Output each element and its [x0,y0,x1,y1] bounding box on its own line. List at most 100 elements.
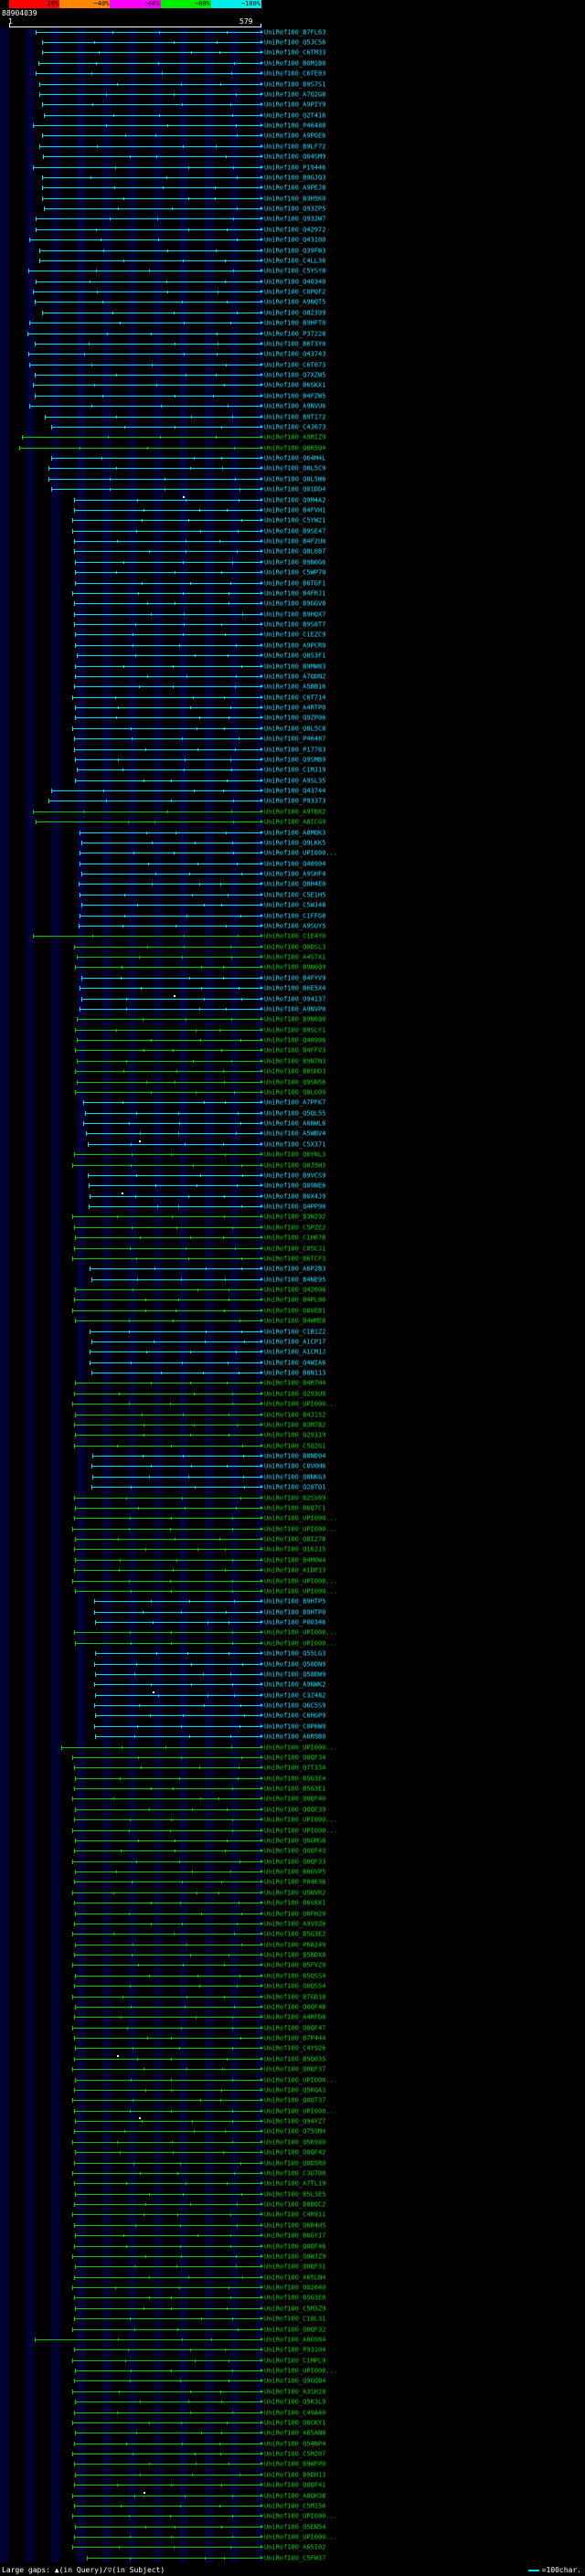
hit-label[interactable]: UniRef100_B9N6Q9 [264,963,326,971]
hit-label[interactable]: UniRef100_A4S7X1 [264,953,326,961]
hit-bar[interactable] [80,1006,263,1012]
hit-bar[interactable] [84,1110,264,1116]
hit-bar[interactable] [73,684,264,690]
hit-bar[interactable] [50,789,264,794]
hit-bar[interactable] [86,1131,263,1137]
hit-bar[interactable] [75,1319,263,1324]
hit-label[interactable]: UniRef100_UPI000... [264,1577,338,1585]
hit-label[interactable]: UniRef100_A65LN4 [264,2274,326,2282]
hit-bar[interactable] [73,1495,264,1500]
hit-label[interactable]: UniRef100_Q43743 [264,350,326,358]
hit-label[interactable]: UniRef100_C5WJ48 [264,901,326,909]
hit-bar[interactable] [72,2098,263,2104]
hit-label[interactable]: UniRef100_B3H5K0 [264,195,326,203]
hit-label[interactable]: UniRef100_B5Q035 [264,2055,326,2063]
hit-label[interactable]: UniRef100_B4M0W4 [264,1556,326,1564]
hit-label[interactable]: UniRef100_B6TCF3 [264,1255,326,1263]
hit-bar[interactable] [41,133,264,139]
hit-label[interactable]: UniRef100_Q932W7 [264,215,326,223]
hit-label[interactable]: UniRef100_A9PCR0 [264,641,326,650]
hit-bar[interactable] [75,2117,263,2125]
hit-bar[interactable] [73,2483,264,2488]
hit-bar[interactable] [92,1474,263,1479]
hit-label[interactable]: UniRef100_P93104 [264,2346,326,2354]
hit-label[interactable]: UniRef100_B9S8T7 [264,620,326,629]
hit-label[interactable]: UniRef100_Q9LKK5 [264,839,326,847]
hit-bar[interactable] [35,393,263,398]
hit-label[interactable]: UniRef100_Q5K9X0 [264,2138,326,2147]
hit-label[interactable]: UniRef100_O82399 [264,309,326,317]
hit-bar[interactable] [36,279,263,284]
hit-bar[interactable] [75,1505,263,1511]
hit-label[interactable]: UniRef100_B4FFV3 [264,1046,326,1055]
hit-label[interactable]: UniRef100_Q6GMS8 [264,1837,326,1845]
hit-label[interactable]: UniRef100_UPI000... [264,1816,338,1824]
hit-bar[interactable] [73,1630,264,1636]
hit-bar[interactable] [93,1661,264,1667]
hit-bar[interactable] [72,1402,263,1407]
hit-bar[interactable] [75,1288,263,1293]
hit-label[interactable]: UniRef100_UPI000... [264,1744,338,1752]
hit-label[interactable]: UniRef100_C1MJ19 [264,766,326,774]
hit-bar[interactable] [76,653,264,659]
hit-bar[interactable] [72,2170,263,2176]
hit-bar[interactable] [73,1224,264,1230]
hit-bar[interactable] [36,227,263,232]
hit-bar[interactable] [18,445,264,451]
hit-bar[interactable] [83,1121,263,1127]
hit-label[interactable]: UniRef100_C4J673 [264,423,326,431]
hit-label[interactable]: UniRef100_UPI000... [264,1827,338,1835]
hit-bar[interactable] [73,2295,264,2301]
hit-bar[interactable] [43,154,263,160]
hit-bar[interactable] [72,1526,263,1532]
hit-label[interactable]: UniRef100_C5E1H5 [264,891,326,899]
hit-label[interactable]: UniRef100_P04636 [264,1878,326,1886]
hit-bar[interactable] [75,965,263,970]
hit-label[interactable]: UniRef100_C5PZE2 [264,1224,326,1232]
hit-label[interactable]: UniRef100_C3U7D0 [264,2169,326,2178]
hit-label[interactable]: UniRef100_B9HTP5 [264,1597,326,1606]
hit-bar[interactable] [93,1682,264,1688]
hit-label[interactable]: UniRef100_B9HFT0 [264,319,326,327]
hit-label[interactable]: UniRef100_A9SL35 [264,777,326,785]
hit-bar[interactable] [73,2181,264,2187]
hit-label[interactable]: UniRef100_A6R9B0 [264,1733,326,1741]
hit-bar[interactable] [41,196,264,201]
hit-label[interactable]: UniRef100_C1H678 [264,1234,326,1242]
hit-label[interactable]: UniRef100_A6NWL6 [264,1119,326,1128]
hit-label[interactable]: UniRef100_P68249 [264,1941,326,1949]
hit-label[interactable]: UniRef100_A9SHF4 [264,870,326,878]
hit-label[interactable]: UniRef100_Q9M4A2 [264,496,326,504]
hit-label[interactable]: UniRef100_Q5JC56 [264,38,326,47]
hit-bar[interactable] [72,2139,263,2145]
hit-bar[interactable] [72,726,263,731]
hit-label[interactable]: UniRef100_B9SE47 [264,527,326,535]
hit-label[interactable]: UniRef100_C5X371 [264,1140,326,1149]
hit-bar[interactable] [80,903,264,908]
hit-bar[interactable] [80,986,263,991]
hit-label[interactable]: UniRef100_Q293U0 [264,1390,326,1398]
hit-bar[interactable] [73,1765,264,1771]
hit-label[interactable]: UniRef100_B9GGV8 [264,599,326,608]
hit-label[interactable]: UniRef100_A6G984 [264,2336,326,2344]
hit-label[interactable]: UniRef100_C1FFG8 [264,912,326,920]
hit-bar[interactable] [72,1932,263,1937]
hit-bar[interactable] [89,1183,263,1189]
hit-label[interactable]: UniRef100_UPI000... [264,1587,338,1595]
hit-label[interactable]: UniRef100_O02640 [264,2284,326,2292]
hit-label[interactable]: UniRef100_B4R7H4 [264,1379,326,1387]
hit-bar[interactable] [73,1443,264,1448]
hit-label[interactable]: UniRef100_Q8L5W6 [264,475,326,483]
hit-label[interactable]: UniRef100_Q48906 [264,1036,326,1044]
hit-label[interactable]: UniRef100_B5FVZ0 [264,1961,326,1969]
hit-label[interactable]: UniRef100_B9SLY1 [264,1026,326,1034]
hit-label[interactable]: UniRef100_Q29319 [264,1431,326,1439]
hit-bar[interactable] [73,2379,264,2384]
hit-bar[interactable] [75,1027,263,1033]
hit-label[interactable]: UniRef100_B9N6Q0 [264,1015,326,1023]
hit-bar[interactable] [41,175,264,180]
hit-label[interactable]: UniRef100_Q43100 [264,236,326,244]
hit-bar[interactable] [29,238,263,243]
hit-bar[interactable] [73,507,264,513]
hit-bar[interactable] [75,2524,263,2529]
